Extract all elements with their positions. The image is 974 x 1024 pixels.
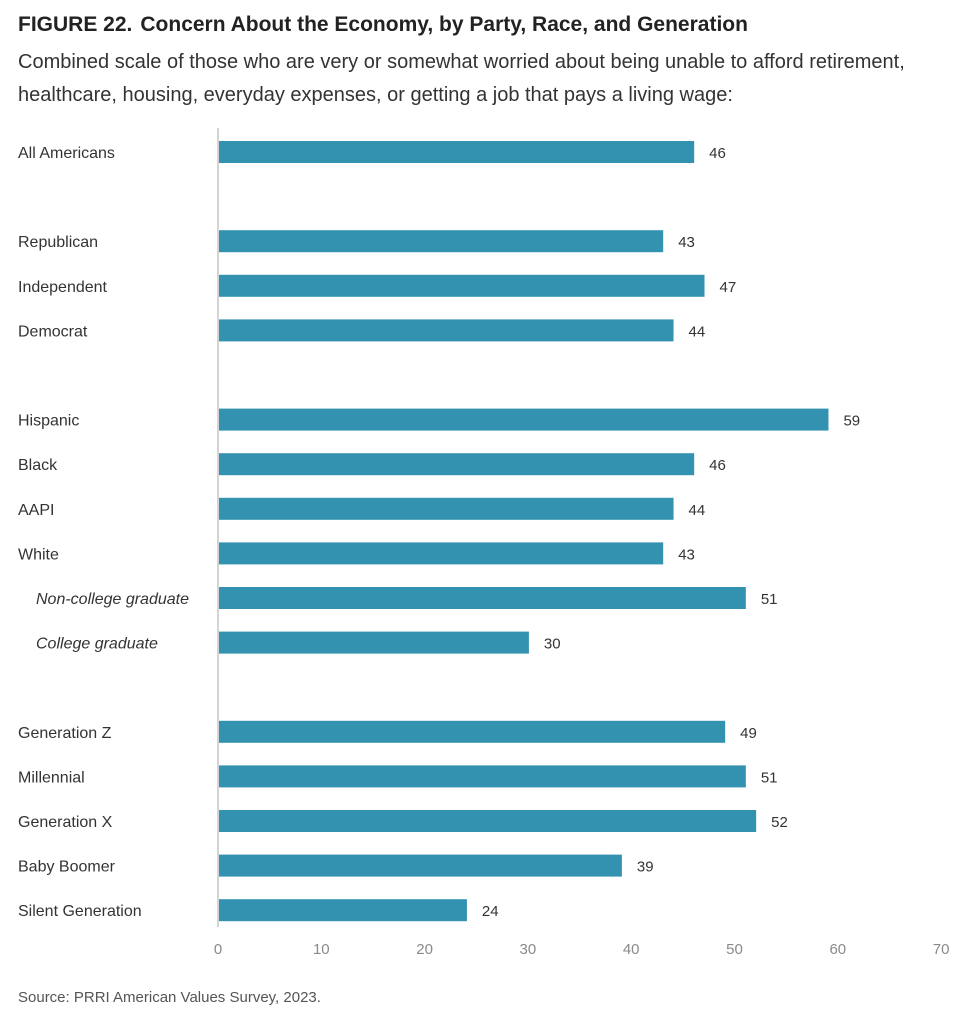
data-label: 51 [761,769,778,786]
category-label: Independent [18,279,108,296]
data-label: 46 [709,457,726,474]
bar [219,274,705,297]
bar [219,497,674,520]
category-label: Millennial [18,769,85,786]
data-label: 44 [689,502,706,519]
data-label: 30 [544,636,561,653]
data-label: 49 [740,725,757,742]
data-label: 43 [678,546,695,563]
x-tick-label: 60 [829,941,846,958]
category-label: All Americans [18,145,115,162]
data-label: 47 [720,279,737,296]
bar [219,631,529,654]
category-label: Generation X [18,814,113,831]
x-tick-label: 0 [214,941,222,958]
bar [219,230,664,253]
x-tick-label: 10 [313,941,330,958]
x-tick-label: 20 [416,941,433,958]
bar-chart: All Americans 46 Republican 43 Independent 47… [18,128,950,958]
category-label: Baby Boomer [18,859,116,876]
data-label: 46 [709,145,726,162]
data-label: 43 [678,234,695,251]
bar [219,453,695,476]
category-label: Republican [18,234,98,251]
data-label: 44 [689,323,706,340]
bar [219,141,695,163]
category-label: Black [18,457,58,474]
bar [219,587,746,609]
x-tick-label: 30 [520,941,537,958]
data-label: 59 [843,413,860,430]
figure-subtitle: Combined scale of those who are very or … [18,51,905,106]
category-label: College graduate [36,636,158,653]
x-tick-label: 70 [933,941,950,958]
bar [219,542,664,565]
bar [219,765,746,788]
bar [219,854,622,877]
x-tick-label: 50 [726,941,743,958]
bar [219,720,726,743]
data-label: 52 [771,814,788,831]
data-label: 39 [637,859,654,876]
bar [219,408,829,431]
bar [219,319,674,342]
source-note: Source: PRRI American Values Survey, 202… [18,989,321,1006]
category-label: Silent Generation [18,903,142,920]
category-label: Non-college graduate [36,591,189,608]
figure-number: FIGURE 22. [18,13,133,36]
data-label: 24 [482,903,499,920]
category-label: White [18,546,59,563]
category-label: Democrat [18,323,88,340]
bar [219,899,467,922]
figure-title-text: Concern About the Economy, by Party, Rac… [140,13,748,36]
figure-title: FIGURE 22. Concern About the Economy, by … [18,13,748,37]
category-label: Generation Z [18,725,112,742]
x-tick-label: 40 [623,941,640,958]
category-label: Hispanic [18,413,79,430]
bar [219,810,757,832]
category-label: AAPI [18,502,54,519]
data-label: 51 [761,591,778,608]
